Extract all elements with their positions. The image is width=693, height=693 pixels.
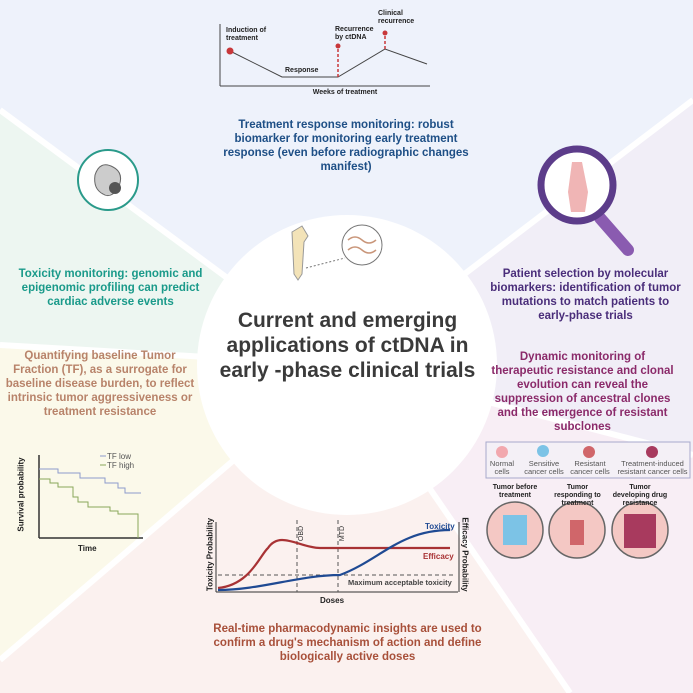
legend-normal-cells: Normal cells xyxy=(489,459,515,476)
tumor-stage-illustrations xyxy=(486,501,669,559)
label-recurrence-ctdna: Recurrence by ctDNA xyxy=(335,26,374,41)
label-response: Response xyxy=(285,67,319,74)
dose-response-chart xyxy=(215,520,460,593)
mtd-marker-label: MTD xyxy=(339,525,347,542)
ctdna-tube-icon xyxy=(291,224,383,281)
legend-treatment-induced-cells: Treatment-induced resistant cancer cells xyxy=(617,459,688,476)
dynamic-monitoring-caption: Dynamic monitoring of therapeutic resist… xyxy=(491,351,674,433)
toxicity-caption: Toxicity monitoring: genomic and epigeno… xyxy=(18,268,203,308)
treatment-chart-xlabel: Weeks of treatment xyxy=(312,89,378,96)
dose-xlabel: Doses xyxy=(320,596,345,605)
legend-sensitive-cells: Sensitive cancer cells xyxy=(524,459,564,476)
center-title: Current and emerging applications of ctD… xyxy=(219,309,476,382)
wedge-bottom xyxy=(0,365,570,693)
heart-icon xyxy=(77,149,139,211)
baseline-tf-caption: Quantifying baseline Tumor Fraction (TF)… xyxy=(5,350,195,418)
toxicity-curve xyxy=(217,528,451,592)
label-induction: Induction of treatment xyxy=(226,27,267,42)
tf-low-line xyxy=(39,468,141,494)
survival-ylabel: Survival probability xyxy=(16,457,26,532)
efficacy-ylabel: Efficacy Probability xyxy=(460,517,470,592)
stage-drug-resistance: Tumor developing drug resistance xyxy=(612,484,668,507)
survival-xlabel: Time xyxy=(78,544,97,553)
label-clinical-recurrence: Clinical recurrence xyxy=(378,10,415,25)
obd-marker-label: OBD xyxy=(298,525,306,542)
magnifying-glass-icon xyxy=(537,145,634,256)
stage-responding: Tumor responding to treatment xyxy=(554,484,601,507)
cell-icons xyxy=(496,445,658,458)
center-circle xyxy=(197,215,497,515)
toxicity-ylabel: Toxicity Probability xyxy=(205,517,215,592)
legend-tf-low: TF low xyxy=(107,452,131,461)
survival-chart xyxy=(38,455,143,539)
pharmacodynamic-caption: Real-time pharmacodynamic insights are u… xyxy=(213,623,482,663)
treatment-response-chart xyxy=(219,24,430,87)
legend-resistant-cells: Resistant cancer cells xyxy=(570,459,610,476)
legend-tf-high: TF high xyxy=(107,461,135,470)
tf-high-line xyxy=(39,478,139,538)
treatment-response-caption: Treatment response monitoring: robust bi… xyxy=(223,119,469,173)
efficacy-curve xyxy=(217,538,450,590)
patient-selection-caption: Patient selection by molecular biomarker… xyxy=(490,268,681,322)
stage-before-treatment: Tumor before treatment xyxy=(492,484,538,499)
toxicity-series-label: Toxicity xyxy=(425,522,455,531)
wedge-top xyxy=(0,0,693,365)
threshold-label: Maximum acceptable toxicity xyxy=(348,578,452,587)
efficacy-series-label: Efficacy xyxy=(423,552,454,561)
